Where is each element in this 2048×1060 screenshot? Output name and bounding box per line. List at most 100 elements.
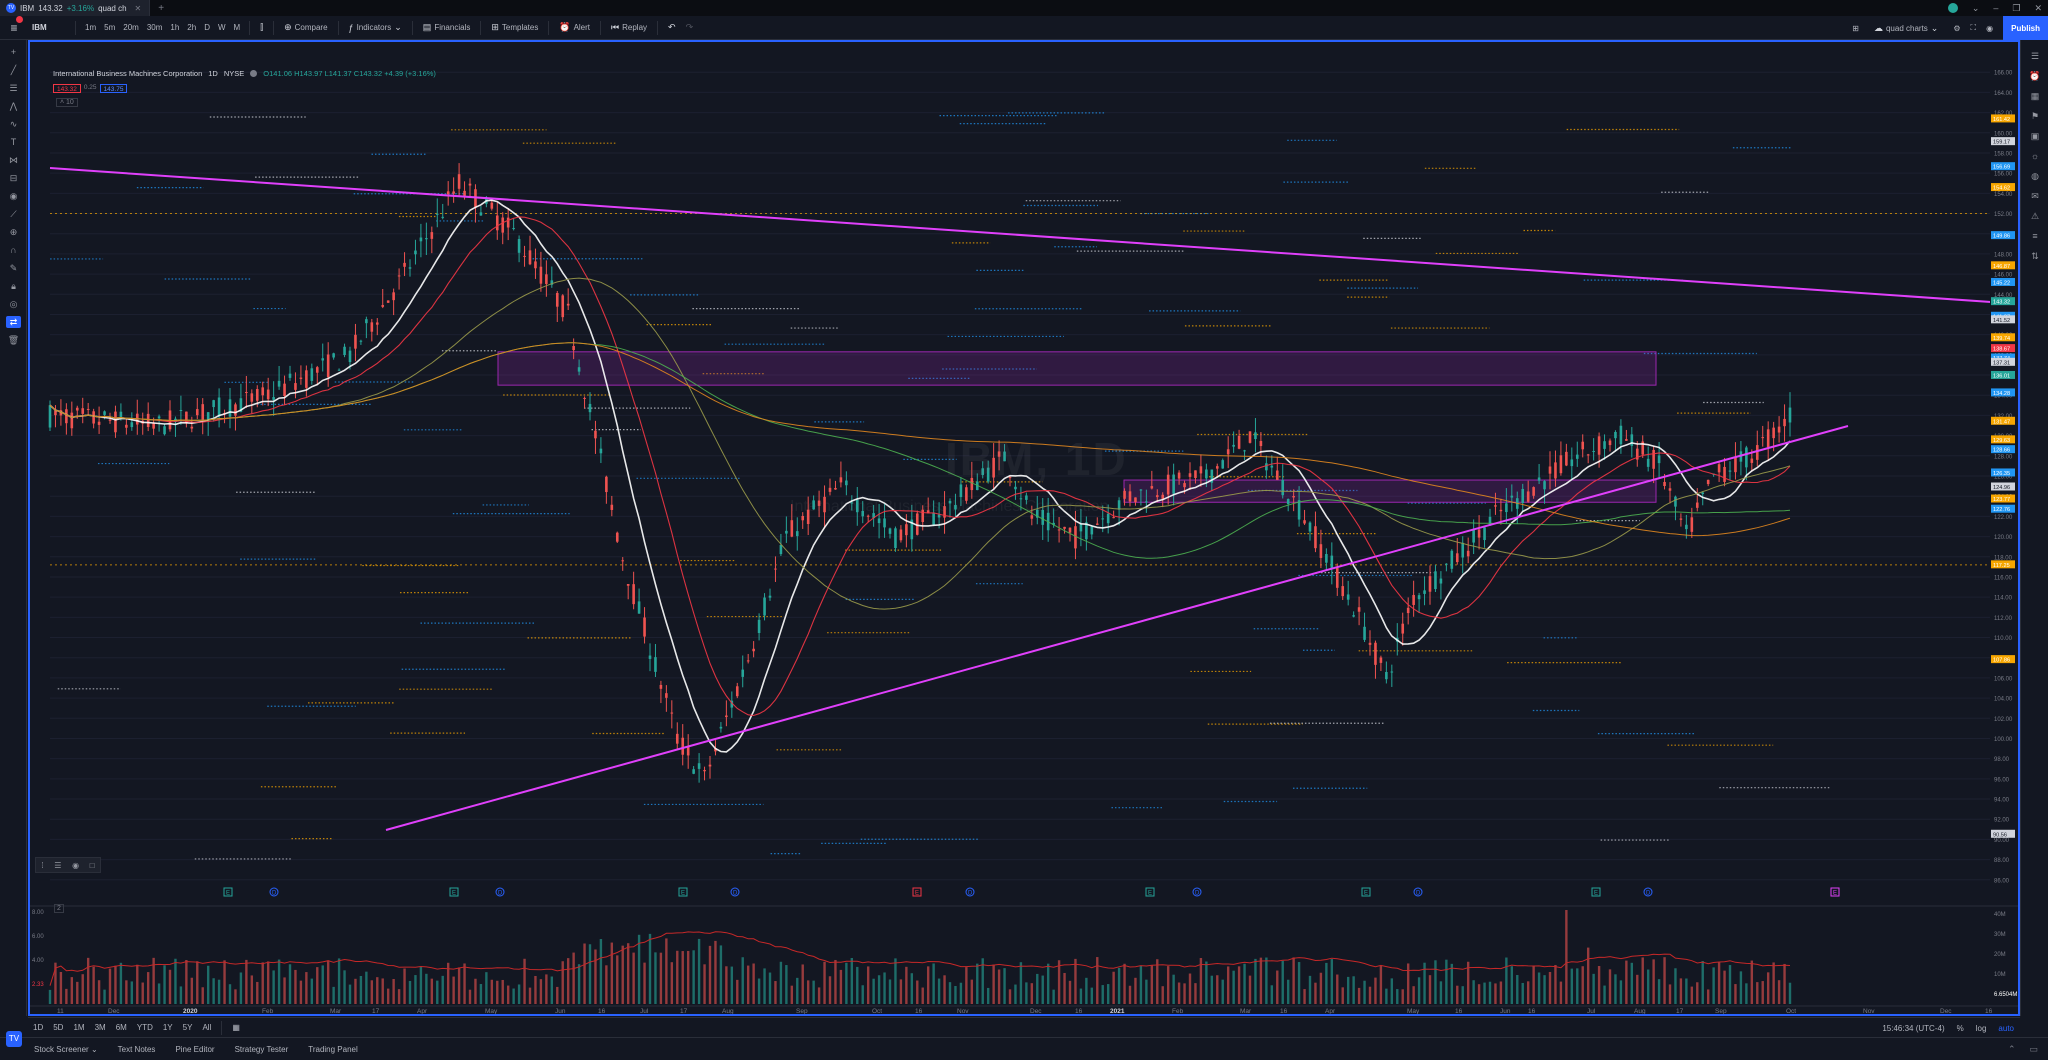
bid-price[interactable]: 143.32: [53, 84, 81, 93]
symbol-search[interactable]: IBM: [32, 23, 47, 32]
alerts-clock-icon[interactable]: ⏰: [2029, 71, 2041, 81]
chart-type-button[interactable]: ⫿: [255, 22, 268, 33]
lock-icon[interactable]: 🔒︎: [11, 281, 16, 291]
measure-icon[interactable]: ⊟: [9, 173, 18, 183]
brush-icon[interactable]: ∿: [9, 119, 18, 129]
layout-grid-icon[interactable]: ⊞: [1852, 23, 1859, 33]
settings-gear-icon[interactable]: ⚙: [1953, 23, 1961, 33]
layout-name-button[interactable]: ☁ quad charts ⌄: [1869, 23, 1943, 34]
drag-handle-icon[interactable]: ⁞: [41, 860, 44, 870]
pine-editor-tab[interactable]: Pine Editor: [175, 1044, 215, 1054]
interval-1h[interactable]: 1h: [170, 23, 180, 32]
range-5y[interactable]: 5Y: [182, 1023, 193, 1032]
range-5d[interactable]: 5D: [53, 1023, 64, 1032]
watchlist-icon[interactable]: ☰: [2030, 51, 2040, 61]
forecast-icon[interactable]: ⋈: [9, 155, 18, 165]
clock-time[interactable]: 15:46:34 (UTC-4): [1882, 1023, 1945, 1033]
eye-icon[interactable]: ◉: [72, 860, 80, 870]
maximize-icon[interactable]: ❐: [2012, 2, 2021, 13]
menu-icon[interactable]: ≡: [0, 15, 28, 35]
hotlist-icon[interactable]: ⚑: [2030, 111, 2040, 121]
minimize-icon[interactable]: –: [1993, 3, 1999, 13]
interval-20m[interactable]: 20m: [123, 23, 139, 32]
pencil-lock-icon[interactable]: ✎: [9, 263, 18, 273]
trading-panel-tab[interactable]: Trading Panel: [308, 1044, 358, 1054]
calendar-icon[interactable]: ▣: [2030, 131, 2040, 141]
financials-button[interactable]: ▤ Financials: [418, 22, 476, 33]
time-axis[interactable]: 11 Dec 2020 Feb Mar 17 Apr May Jun 16 Jul 17 Aug Sep O…: [30, 1005, 2018, 1014]
alert-button[interactable]: ⏰ Alert: [554, 22, 595, 33]
replay-button[interactable]: ⏮ Replay: [606, 22, 652, 33]
magnet-icon[interactable]: ∩: [10, 245, 17, 255]
candle-body: [861, 510, 865, 517]
trendline-icon[interactable]: ╱: [10, 65, 17, 75]
close-window-icon[interactable]: ✕: [2034, 2, 2042, 13]
menu-lines-icon[interactable]: ☰: [54, 860, 62, 870]
chevron-up-icon[interactable]: ⌃: [2007, 1044, 2016, 1054]
ideas-icon[interactable]: ☼: [2030, 151, 2040, 161]
close-tab-icon[interactable]: ✕: [134, 3, 142, 13]
interval-5m[interactable]: 5m: [104, 23, 116, 32]
templates-button[interactable]: ⊞ Templates: [486, 22, 543, 33]
range-1m[interactable]: 1M: [73, 1023, 85, 1032]
fib-icon[interactable]: ☰: [9, 83, 18, 93]
visibility-icon[interactable]: ◎: [9, 299, 18, 309]
trendlines[interactable]: [49, 167, 2018, 831]
interval-d[interactable]: D: [204, 23, 210, 32]
publish-button[interactable]: Publish: [2003, 16, 2048, 40]
range-3m[interactable]: 3M: [94, 1023, 106, 1032]
indicators-button[interactable]: ƒ Indicators ⌄: [344, 22, 407, 33]
range-1y[interactable]: 1Y: [162, 1023, 173, 1032]
interval-1m[interactable]: 1m: [85, 23, 97, 32]
price-tag-label: 107.86: [1993, 658, 2010, 664]
strategy-tester-tab[interactable]: Strategy Tester: [234, 1044, 289, 1054]
trash-icon[interactable]: 🗑︎: [7, 335, 20, 345]
object-tree-icon[interactable]: ⇅: [2031, 251, 2039, 261]
avatar[interactable]: [1947, 3, 1958, 13]
fullscreen-icon[interactable]: ⛶: [1970, 23, 1977, 32]
notifications-icon[interactable]: ⚠: [2030, 211, 2040, 221]
percent-toggle[interactable]: %: [1956, 1023, 1964, 1033]
interval-30m[interactable]: 30m: [146, 23, 163, 32]
new-tab-icon[interactable]: +: [158, 2, 165, 14]
symbol-name[interactable]: International Business Machines Corporat…: [53, 69, 203, 78]
zoom-icon[interactable]: ⊕: [9, 227, 18, 237]
interval-m[interactable]: M: [233, 23, 241, 32]
redo-button[interactable]: ↷: [681, 22, 699, 33]
price-axis[interactable]: 166.00 164.00 162.00 160.00 158.00 156.00 154.…: [1990, 42, 2018, 1014]
interval-w[interactable]: W: [217, 23, 226, 32]
maximize-panel-icon[interactable]: ▭: [2029, 1044, 2038, 1054]
chevron-down-icon[interactable]: ⌄: [1971, 2, 1980, 13]
range-ytd[interactable]: YTD: [136, 1023, 153, 1032]
indicators-toggle[interactable]: ˄ 10: [56, 98, 78, 107]
crosshair-icon[interactable]: +: [10, 47, 17, 57]
text-notes-tab[interactable]: Text Notes: [117, 1044, 156, 1054]
order-panel-icon[interactable]: ≡: [2032, 231, 2038, 241]
camera-icon[interactable]: ◉: [1986, 23, 1994, 33]
streams-icon[interactable]: ◍: [2031, 171, 2039, 181]
pattern-icon[interactable]: ⋀: [9, 101, 18, 111]
stock-screener-tab[interactable]: Stock Screener ⌄: [24, 1045, 108, 1054]
tradingview-logo-icon[interactable]: TV: [6, 1031, 22, 1047]
sync-drawings-icon[interactable]: ⇄: [6, 316, 21, 328]
ask-price[interactable]: 143.75: [99, 84, 128, 93]
goto-date-icon[interactable]: ▦: [232, 1023, 240, 1032]
data-window-icon[interactable]: ▦: [2030, 91, 2040, 101]
eye-icon[interactable]: ◉: [9, 191, 18, 201]
ruler-icon[interactable]: ⟋: [10, 209, 17, 219]
auto-toggle[interactable]: auto: [1998, 1023, 2014, 1033]
compare-button[interactable]: ⊕ Compare: [279, 22, 332, 33]
undo-button[interactable]: ↶: [663, 22, 681, 33]
range-6m[interactable]: 6M: [115, 1023, 127, 1032]
volume-legend[interactable]: 2: [54, 904, 64, 913]
chat-icon[interactable]: ✉: [2031, 191, 2039, 201]
square-icon[interactable]: □: [89, 860, 95, 870]
price-chart[interactable]: 166.00164.00162.00160.00158.00156.00154.…: [30, 42, 2018, 1014]
interval-2h[interactable]: 2h: [187, 23, 197, 32]
log-toggle[interactable]: log: [1975, 1023, 1987, 1033]
range-1d[interactable]: 1D: [33, 1023, 44, 1032]
text-icon[interactable]: T: [10, 137, 17, 147]
range-all[interactable]: All: [202, 1023, 212, 1032]
chart-tab[interactable]: TV IBM 143.32 +3.16% quad ch ✕: [0, 0, 151, 16]
